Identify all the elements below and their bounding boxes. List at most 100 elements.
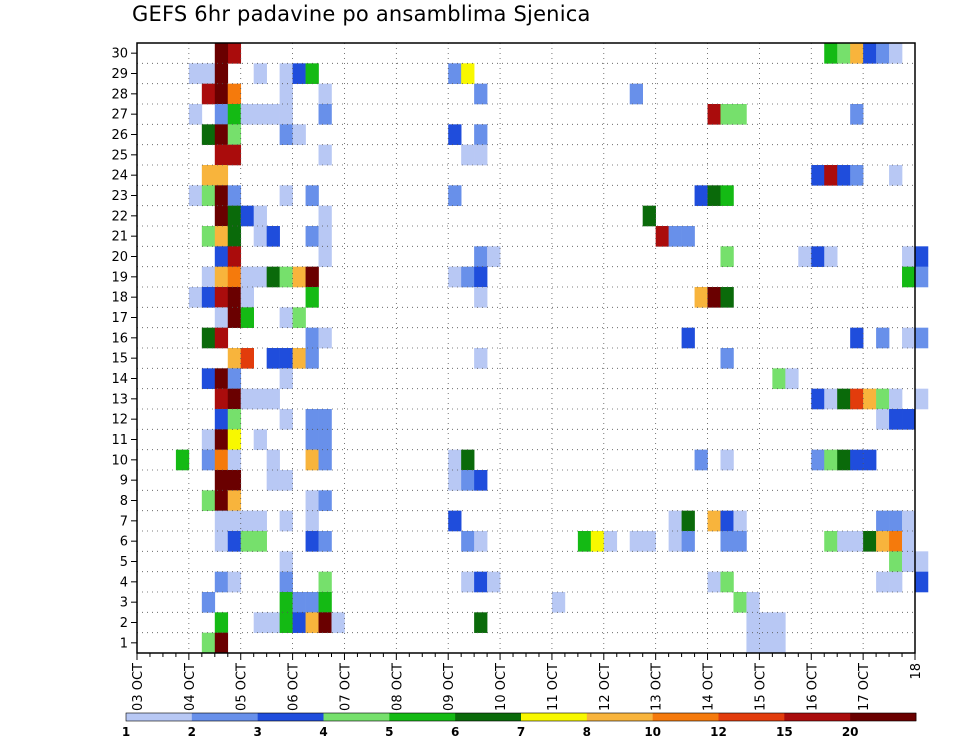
- heatmap-cell: [720, 246, 734, 267]
- heatmap-cell: [474, 612, 488, 633]
- colorbar-label: 3: [253, 725, 261, 739]
- y-tick-label: 22: [111, 209, 128, 224]
- heatmap-cell: [305, 510, 319, 532]
- heatmap-cell: [188, 63, 203, 84]
- colorbar-label: 4: [319, 725, 327, 739]
- heatmap-cell: [694, 449, 708, 471]
- x-tick-label: 10 OCT: [494, 663, 509, 711]
- heatmap-cell: [318, 205, 332, 227]
- heatmap-cell: [876, 409, 890, 430]
- heatmap-cell: [227, 490, 242, 511]
- x-tick-label: 09 OCT: [442, 663, 457, 711]
- heatmap-cell: [461, 470, 475, 491]
- heatmap-cell: [214, 185, 229, 206]
- heatmap-cell: [240, 348, 254, 369]
- x-tick-label: 15 OCT: [753, 663, 768, 711]
- heatmap-cell: [227, 144, 242, 166]
- heatmap-cell: [253, 63, 267, 84]
- heatmap-cell: [227, 388, 242, 410]
- heatmap-cell: [318, 571, 332, 593]
- heatmap-cell: [253, 104, 267, 125]
- heatmap-cell: [279, 368, 293, 389]
- heatmap-cell: [746, 632, 760, 654]
- heatmap-cell: [305, 287, 319, 308]
- heatmap-cell: [733, 510, 747, 532]
- heatmap-cell: [590, 531, 605, 552]
- colorbar-frame: [125, 712, 917, 722]
- heatmap-cell: [772, 612, 786, 633]
- heatmap-cell: [201, 63, 216, 84]
- heatmap-cell: [227, 449, 242, 471]
- heatmap-cell: [279, 63, 293, 84]
- heatmap-cell: [811, 246, 825, 267]
- heatmap-cell: [305, 185, 319, 206]
- heatmap-cell: [214, 287, 229, 308]
- heatmap-cell: [889, 531, 903, 552]
- heatmap-cell: [668, 531, 682, 552]
- heatmap-cell: [227, 571, 242, 593]
- heatmap-cell: [227, 429, 242, 450]
- heatmap-cell: [240, 307, 254, 328]
- y-tick-label: 23: [111, 189, 128, 204]
- heatmap-cell: [227, 510, 242, 532]
- heatmap-cell: [214, 470, 229, 491]
- y-tick-label: 8: [120, 494, 128, 509]
- heatmap-cell: [292, 348, 306, 369]
- heatmap-cell: [292, 307, 306, 328]
- heatmap-cell: [461, 531, 475, 552]
- heatmap-cell: [240, 388, 254, 410]
- heatmap-cell: [837, 449, 851, 471]
- colorbar-swatch: [850, 713, 917, 721]
- heatmap-cell: [318, 104, 332, 125]
- heatmap-cell: [227, 246, 242, 267]
- heatmap-cell: [720, 287, 734, 308]
- heatmap-cell: [292, 266, 306, 288]
- heatmap-cell: [850, 43, 864, 64]
- x-tick-label: 18: [909, 663, 924, 680]
- colorbar-swatch: [586, 713, 654, 721]
- heatmap-cell: [720, 348, 734, 369]
- colorbar-swatch: [718, 713, 785, 721]
- heatmap-cell: [214, 226, 229, 247]
- heatmap-cell: [318, 612, 332, 633]
- heatmap-cell: [214, 246, 229, 267]
- heatmap-cell: [279, 510, 293, 532]
- heatmap-cell: [733, 104, 747, 125]
- heatmap-cell: [474, 287, 488, 308]
- colorbar-swatch: [652, 713, 719, 721]
- heatmap-cell: [227, 226, 242, 247]
- colorbar-label: 7: [517, 725, 525, 739]
- heatmap-cell: [448, 63, 462, 84]
- heatmap-cell: [266, 348, 280, 369]
- heatmap-cell: [227, 43, 242, 64]
- heatmap-cell: [902, 531, 916, 552]
- heatmap-cell: [279, 592, 293, 613]
- heatmap-cell: [279, 104, 293, 125]
- heatmap-cell: [681, 226, 695, 247]
- heatmap-cell: [227, 470, 242, 491]
- heatmap-cell: [266, 226, 280, 247]
- heatmap-cell: [850, 388, 864, 410]
- heatmap-cell: [668, 226, 682, 247]
- heatmap-cell: [227, 531, 242, 552]
- heatmap-cell: [811, 165, 825, 186]
- colorbar-label: 6: [451, 725, 459, 739]
- heatmap-cell: [461, 63, 475, 84]
- heatmap-cell: [474, 144, 488, 166]
- heatmap-cell: [214, 388, 229, 410]
- colorbar-label: 20: [842, 725, 859, 739]
- heatmap-cell: [214, 612, 229, 633]
- heatmap-cell: [214, 409, 229, 430]
- heatmap-cell: [201, 632, 216, 654]
- heatmap-cell: [266, 449, 280, 471]
- heatmap-cell: [733, 531, 747, 552]
- heatmap-cell: [279, 83, 293, 105]
- heatmap-cell: [201, 266, 216, 288]
- heatmap-cell: [214, 531, 229, 552]
- heatmap-cell: [720, 104, 734, 125]
- y-tick-label: 26: [111, 128, 128, 143]
- heatmap-cell: [227, 409, 242, 430]
- heatmap-cell: [785, 368, 799, 389]
- heatmap-cell: [694, 185, 708, 206]
